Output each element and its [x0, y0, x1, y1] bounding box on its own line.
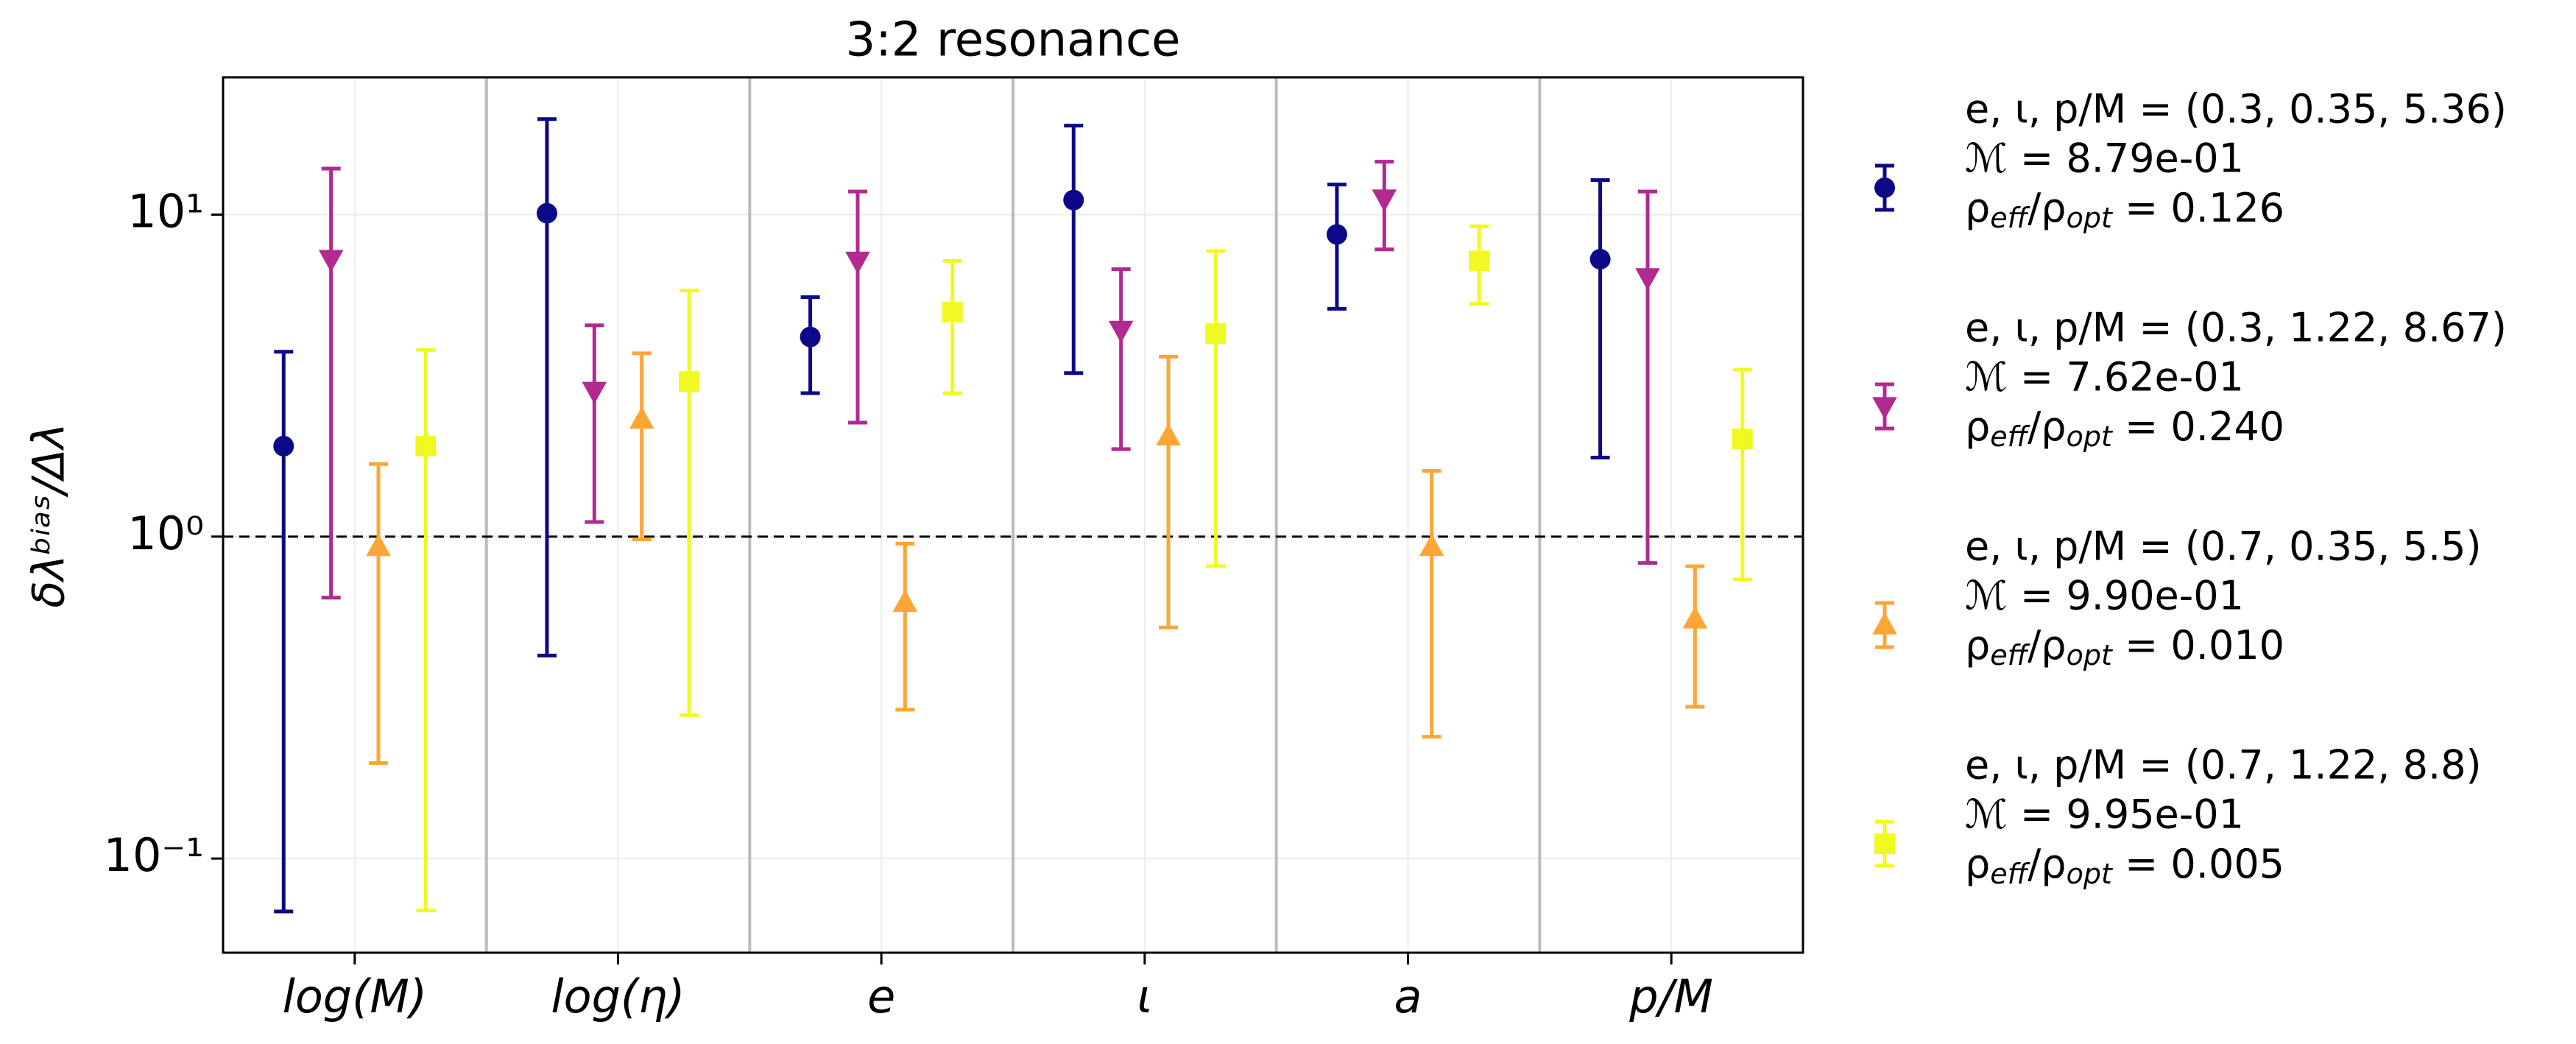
plot-frame: [222, 76, 1804, 954]
marker: [1872, 612, 1897, 635]
y-tick-label: 10⁻¹: [104, 828, 204, 882]
marker: [1469, 250, 1490, 272]
x-tick-label: p/M: [1628, 970, 1713, 1023]
marker: [1635, 268, 1660, 291]
marker: [942, 301, 963, 322]
legend-label: ρeff/ρopt = 0.010: [1965, 622, 2284, 671]
error-point: [942, 258, 963, 395]
error-point: [273, 350, 294, 914]
marker: [1205, 323, 1227, 345]
legend-label: ρeff/ρopt = 0.005: [1965, 841, 2284, 890]
error-point: [629, 351, 654, 542]
x-tick-label: log(η): [551, 970, 685, 1023]
marker: [845, 251, 870, 275]
x-tick-label: log(M): [283, 970, 427, 1023]
legend-label: ℳ = 9.95e-01: [1965, 791, 2244, 838]
marker: [629, 406, 654, 429]
error-point: [1682, 564, 1708, 709]
error-point: [1469, 224, 1490, 306]
error-point: [679, 289, 700, 717]
error-point: [1372, 160, 1397, 252]
error-point: [1326, 183, 1347, 311]
marker: [1326, 224, 1347, 245]
legend-label: e, ι, p/M = (0.3, 0.35, 5.36): [1965, 86, 2507, 133]
error-point: [1419, 469, 1444, 739]
chart-title: 3:2 resonance: [845, 13, 1180, 68]
marker: [1682, 606, 1708, 629]
error-point: [892, 542, 918, 712]
marker: [1874, 177, 1895, 198]
error-point: [845, 189, 870, 425]
legend-label: e, ι, p/M = (0.7, 1.22, 8.8): [1965, 742, 2482, 789]
marker: [415, 435, 437, 456]
error-point: [415, 348, 437, 913]
legend-label: ℳ = 8.79e-01: [1965, 135, 2244, 182]
legend-label: e, ι, p/M = (0.3, 1.22, 8.67): [1965, 305, 2507, 351]
marker: [1589, 249, 1611, 270]
error-point: [582, 323, 607, 524]
marker: [1108, 320, 1134, 343]
marker: [1732, 428, 1753, 450]
legend-label: ρeff/ρopt = 0.126: [1965, 185, 2284, 234]
error-point: [800, 295, 821, 395]
marker: [318, 250, 344, 272]
marker: [892, 589, 918, 612]
legend-label: ρeff/ρopt = 0.240: [1965, 403, 2284, 453]
error-point: [1063, 124, 1084, 375]
marker: [582, 381, 607, 404]
error-point: [1732, 367, 1753, 582]
marker: [273, 435, 294, 456]
legend-label: e, ι, p/M = (0.7, 0.35, 5.5): [1965, 523, 2482, 570]
error-point: [1635, 189, 1660, 565]
marker: [366, 533, 391, 557]
y-tick-label: 10⁰: [127, 507, 204, 560]
marker: [1156, 423, 1181, 446]
error-point: [1205, 249, 1227, 568]
marker: [800, 326, 821, 348]
error-point: [318, 166, 344, 600]
marker: [536, 202, 557, 224]
marker: [1372, 189, 1397, 212]
legend-label: ℳ = 9.90e-01: [1965, 573, 2244, 619]
x-tick-label: a: [1394, 970, 1422, 1023]
error-point: [1108, 267, 1134, 451]
marker: [679, 371, 700, 392]
marker: [1874, 833, 1895, 854]
marker: [1419, 533, 1444, 557]
error-point: [1156, 354, 1181, 629]
error-point: [1589, 178, 1611, 459]
y-tick-label: 10¹: [127, 185, 204, 239]
x-tick-label: ι: [1137, 970, 1152, 1023]
x-tick-label: e: [867, 970, 895, 1023]
marker: [1872, 397, 1897, 420]
marker: [1063, 189, 1084, 211]
legend-label: ℳ = 7.62e-01: [1965, 354, 2244, 401]
error-point: [536, 117, 557, 657]
error-point: [366, 462, 391, 765]
y-axis-label: δλᵇⁱᵃˢ/Δλ: [24, 423, 75, 607]
